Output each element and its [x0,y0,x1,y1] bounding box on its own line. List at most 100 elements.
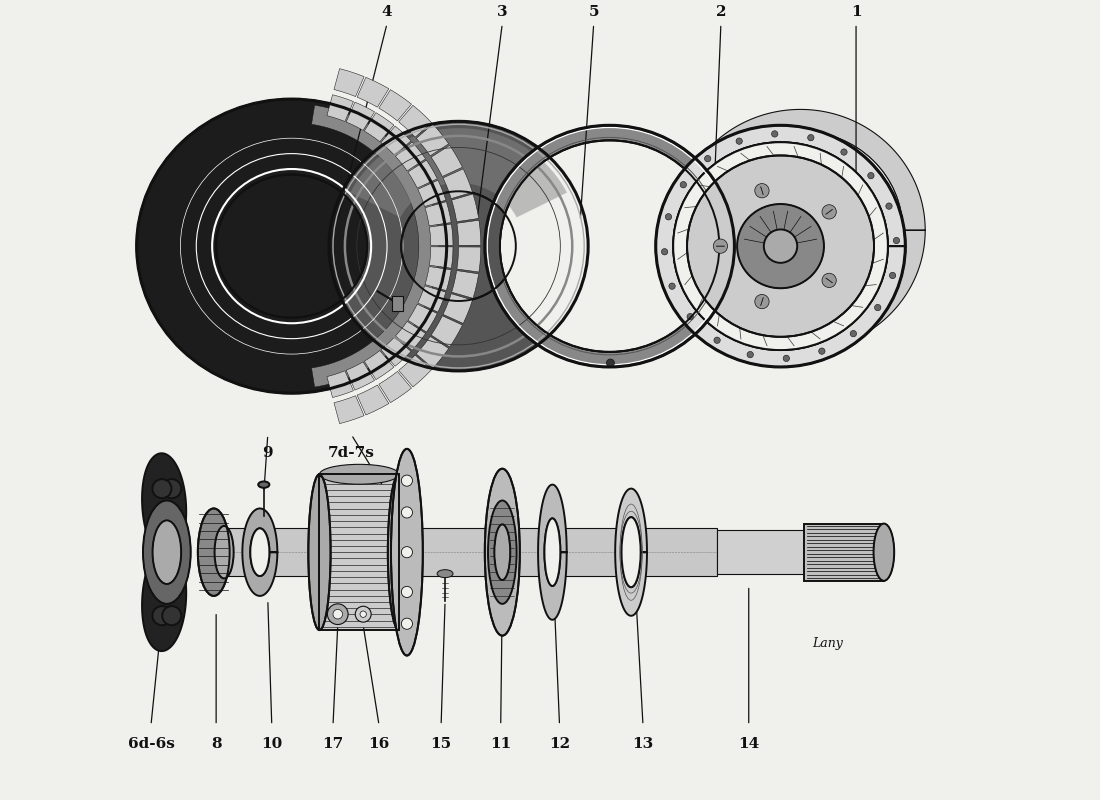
Text: 11: 11 [491,737,512,750]
Polygon shape [429,247,453,268]
Ellipse shape [319,464,399,484]
Circle shape [680,182,686,188]
Text: 1: 1 [850,5,861,18]
Circle shape [661,249,668,255]
Circle shape [850,330,857,337]
Polygon shape [350,128,566,218]
Ellipse shape [258,482,270,488]
Polygon shape [416,124,449,156]
Text: 4: 4 [382,5,393,18]
Circle shape [402,586,412,598]
Circle shape [714,337,720,343]
Polygon shape [329,122,588,371]
Circle shape [747,351,754,358]
Polygon shape [398,106,431,137]
Ellipse shape [198,509,230,596]
Polygon shape [358,78,388,107]
Ellipse shape [388,474,410,630]
Ellipse shape [673,142,888,350]
Circle shape [688,314,693,320]
Bar [717,530,804,574]
Ellipse shape [688,155,874,337]
Polygon shape [327,94,353,122]
Circle shape [333,610,342,619]
Ellipse shape [216,174,367,318]
Text: 5: 5 [588,5,600,18]
Circle shape [783,355,790,362]
Bar [392,296,403,310]
Circle shape [402,546,412,558]
Polygon shape [418,180,446,206]
Polygon shape [311,106,439,387]
Text: 3: 3 [497,5,507,18]
Circle shape [402,618,412,630]
Ellipse shape [308,474,331,630]
Ellipse shape [621,518,640,587]
Text: 16: 16 [368,737,389,750]
Polygon shape [418,286,446,312]
Bar [319,474,399,630]
Polygon shape [396,322,426,350]
Circle shape [736,138,743,144]
Text: 9: 9 [263,446,273,460]
Polygon shape [456,247,481,272]
Polygon shape [443,169,473,198]
Polygon shape [346,102,375,130]
Ellipse shape [544,518,560,586]
Bar [319,474,399,630]
Text: 13: 13 [632,737,653,750]
Text: 14: 14 [738,737,759,750]
Circle shape [818,348,825,354]
Polygon shape [378,371,411,402]
Text: 12: 12 [549,737,570,750]
Ellipse shape [873,523,894,581]
Circle shape [355,606,371,622]
Bar [804,523,884,581]
Ellipse shape [737,204,824,288]
Circle shape [886,203,892,210]
Text: 6d-6s: 6d-6s [128,737,175,750]
Ellipse shape [437,570,453,578]
Ellipse shape [763,230,798,263]
Circle shape [360,611,366,618]
Circle shape [755,183,769,198]
Text: 2: 2 [716,5,726,18]
Ellipse shape [214,526,233,578]
Polygon shape [431,146,462,177]
Ellipse shape [698,131,903,330]
Ellipse shape [162,479,182,498]
Circle shape [666,214,672,220]
Ellipse shape [153,520,182,584]
Ellipse shape [143,501,190,604]
Ellipse shape [488,501,517,604]
Polygon shape [242,509,277,596]
Polygon shape [538,485,566,620]
Ellipse shape [673,142,888,350]
Polygon shape [408,160,438,188]
Polygon shape [675,110,925,351]
Polygon shape [456,220,481,246]
Polygon shape [452,270,478,298]
Circle shape [606,359,615,367]
Text: 15: 15 [430,737,452,750]
Ellipse shape [162,606,182,626]
Circle shape [328,604,348,625]
Polygon shape [364,350,394,380]
Polygon shape [398,355,431,387]
Circle shape [807,134,814,141]
Circle shape [893,238,900,244]
Text: 10: 10 [261,737,283,750]
Ellipse shape [153,606,172,626]
Polygon shape [364,113,394,142]
Polygon shape [358,385,388,415]
Polygon shape [429,224,453,246]
Ellipse shape [153,479,172,498]
Polygon shape [425,202,451,226]
Ellipse shape [251,528,270,576]
Polygon shape [656,126,905,367]
Ellipse shape [494,524,510,580]
Polygon shape [408,304,438,332]
Polygon shape [136,99,447,393]
Text: 7d-7s: 7d-7s [328,446,375,460]
Ellipse shape [402,191,516,301]
